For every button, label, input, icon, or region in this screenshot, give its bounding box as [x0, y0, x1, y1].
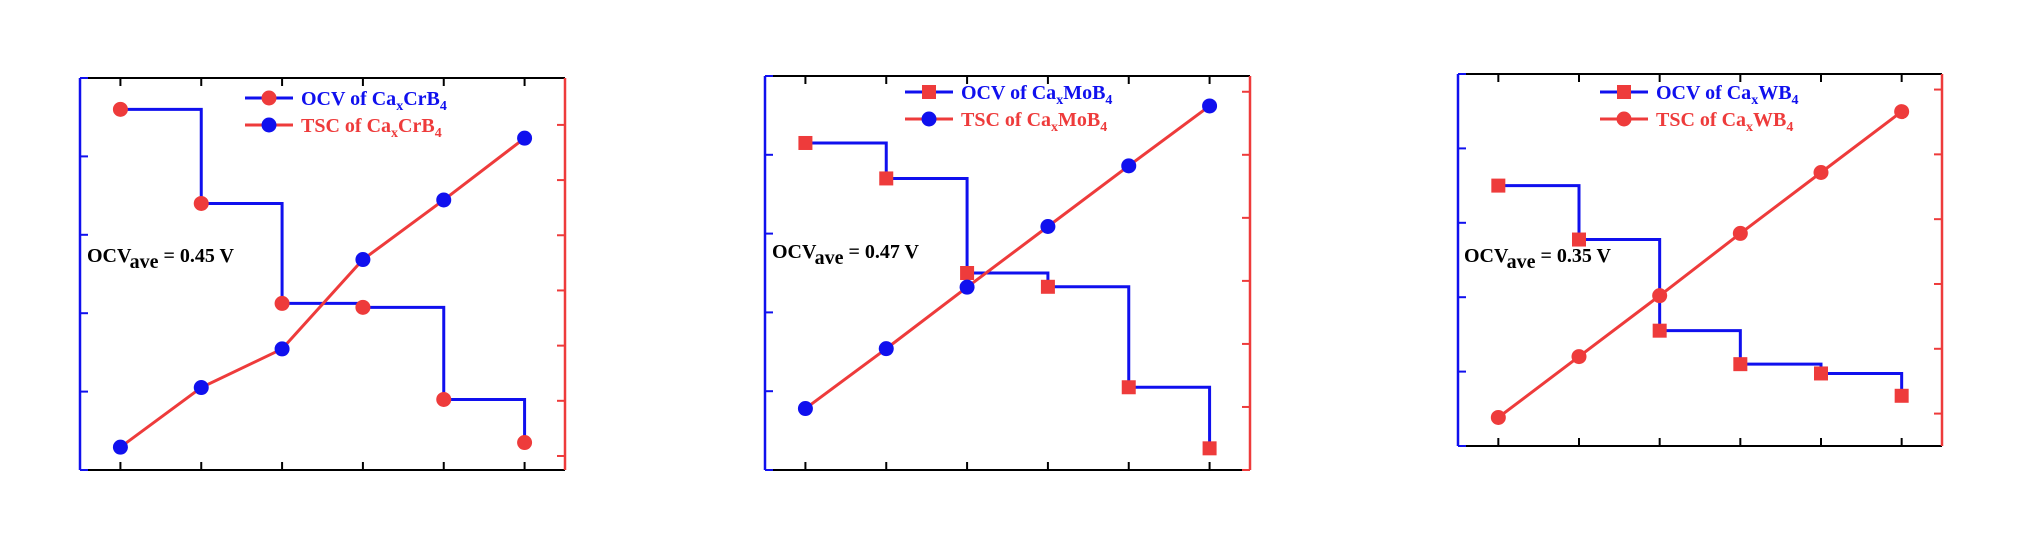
legend-label: OCV of CaxCrB4 — [301, 88, 447, 114]
data-point-tsc — [112, 439, 128, 455]
ocv-average-annotation: OCVave = 0.35 V — [1464, 245, 1612, 273]
data-point-tsc — [193, 380, 209, 396]
data-point-tsc — [959, 279, 975, 295]
data-point-tsc — [1652, 288, 1668, 304]
series-line-ocv — [120, 107, 527, 443]
legend-marker — [1617, 85, 1631, 99]
data-point-ocv — [879, 171, 894, 186]
data-point-ocv — [1121, 380, 1136, 395]
legend-label: OCV of CaxMoB4 — [961, 82, 1112, 108]
legend-marker — [921, 111, 937, 127]
data-point-ocv — [1572, 232, 1586, 247]
series-line-ocv — [1498, 184, 1904, 396]
data-point-tsc — [1571, 349, 1587, 365]
data-point-ocv — [193, 195, 209, 211]
data-point-tsc — [1490, 409, 1506, 425]
series-line-tsc — [1497, 110, 1903, 419]
data-point-ocv — [1491, 178, 1506, 193]
data-point-tsc — [1040, 219, 1056, 235]
data-point-ocv — [517, 435, 533, 451]
data-point-tsc — [1121, 158, 1137, 174]
legend-label: TSC of CaxMoB4 — [961, 109, 1107, 135]
data-point-tsc — [436, 192, 452, 208]
data-point-tsc — [1732, 225, 1748, 241]
ocv-average-annotation: OCVave = 0.47 V — [772, 241, 920, 269]
legend-label: TSC of CaxCrB4 — [301, 115, 442, 141]
data-point-ocv — [1814, 366, 1828, 381]
data-point-tsc — [797, 401, 813, 417]
data-point-ocv — [436, 391, 452, 407]
legend-marker — [261, 117, 277, 133]
ocv-average-annotation: OCVave = 0.45 V — [87, 245, 235, 273]
data-point-tsc — [355, 252, 371, 268]
data-point-tsc — [1813, 165, 1829, 181]
data-point-ocv — [355, 299, 371, 315]
data-point-ocv — [1652, 323, 1667, 338]
legend-marker — [1616, 111, 1632, 127]
data-point-ocv — [1202, 441, 1217, 456]
data-point-ocv — [798, 135, 813, 150]
legend-label: TSC of CaxWB4 — [1656, 109, 1793, 135]
data-point-tsc — [517, 130, 533, 146]
series-line-tsc — [119, 136, 526, 449]
data-point-ocv — [274, 295, 290, 311]
data-point-tsc — [878, 341, 894, 357]
data-point-tsc — [1202, 98, 1218, 114]
legend-marker — [922, 85, 936, 99]
data-point-ocv — [1040, 279, 1055, 294]
legend-label: OCV of CaxWB4 — [1656, 82, 1799, 108]
series-line-ocv — [805, 141, 1212, 449]
series-line-tsc — [804, 104, 1211, 410]
data-point-ocv — [960, 266, 975, 280]
legend-marker — [261, 90, 277, 106]
data-point-ocv — [1894, 388, 1909, 403]
data-point-ocv — [112, 101, 128, 117]
data-point-ocv — [1733, 357, 1748, 372]
data-point-tsc — [274, 341, 290, 357]
data-point-tsc — [1894, 104, 1910, 120]
